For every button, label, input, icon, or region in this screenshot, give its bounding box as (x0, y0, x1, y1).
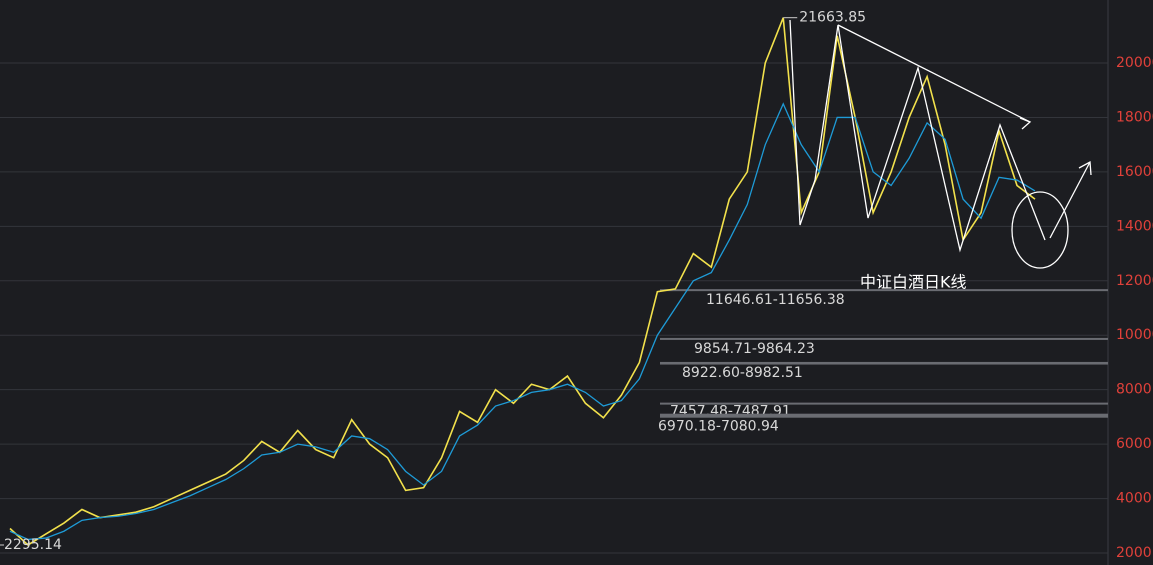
drawn-circle (1011, 191, 1069, 269)
level-band (660, 413, 1108, 418)
y-tick-label: 8000 (1116, 382, 1152, 398)
level-band (660, 361, 1108, 365)
y-tick-label: 14000 (1116, 218, 1153, 234)
y-tick-label: 12000 (1116, 273, 1153, 289)
level-label: 9854.71-9864.23 (694, 341, 815, 357)
y-tick-label: 10000 (1116, 327, 1153, 343)
arrow-head (1078, 160, 1092, 176)
level-label: 6970.18-7080.94 (658, 419, 779, 435)
drawn-trend (837, 24, 1031, 123)
level-band (660, 402, 1108, 405)
level-label: 11646.61-11656.38 (706, 292, 845, 308)
plot: 2000 4000 6000 8000 10000 12000 14000 16000 1800… (0, 10, 1153, 561)
drawn-zigzag (789, 19, 1046, 253)
drawn-up-arrow (1049, 161, 1091, 239)
y-tick-label: 20000 (1116, 55, 1153, 71)
level-label: 8922.60-8982.51 (682, 365, 803, 381)
y-tick-label: 4000 (1116, 491, 1152, 507)
y-tick-label: 16000 (1116, 164, 1153, 180)
level-band (660, 289, 1108, 292)
y-tick-label: 6000 (1116, 436, 1152, 452)
extreme-label: 21663.85 (799, 10, 866, 26)
arrow-head (1019, 117, 1032, 130)
chart-title: 中证白酒日K线 (860, 273, 967, 292)
extreme-label: 2295.14 (4, 537, 62, 553)
series-line (9, 102, 1036, 541)
series-line (9, 17, 1036, 546)
y-tick-label: 18000 (1116, 109, 1153, 125)
level-band (660, 337, 1108, 340)
y-tick-label: 2000 (1116, 545, 1152, 561)
